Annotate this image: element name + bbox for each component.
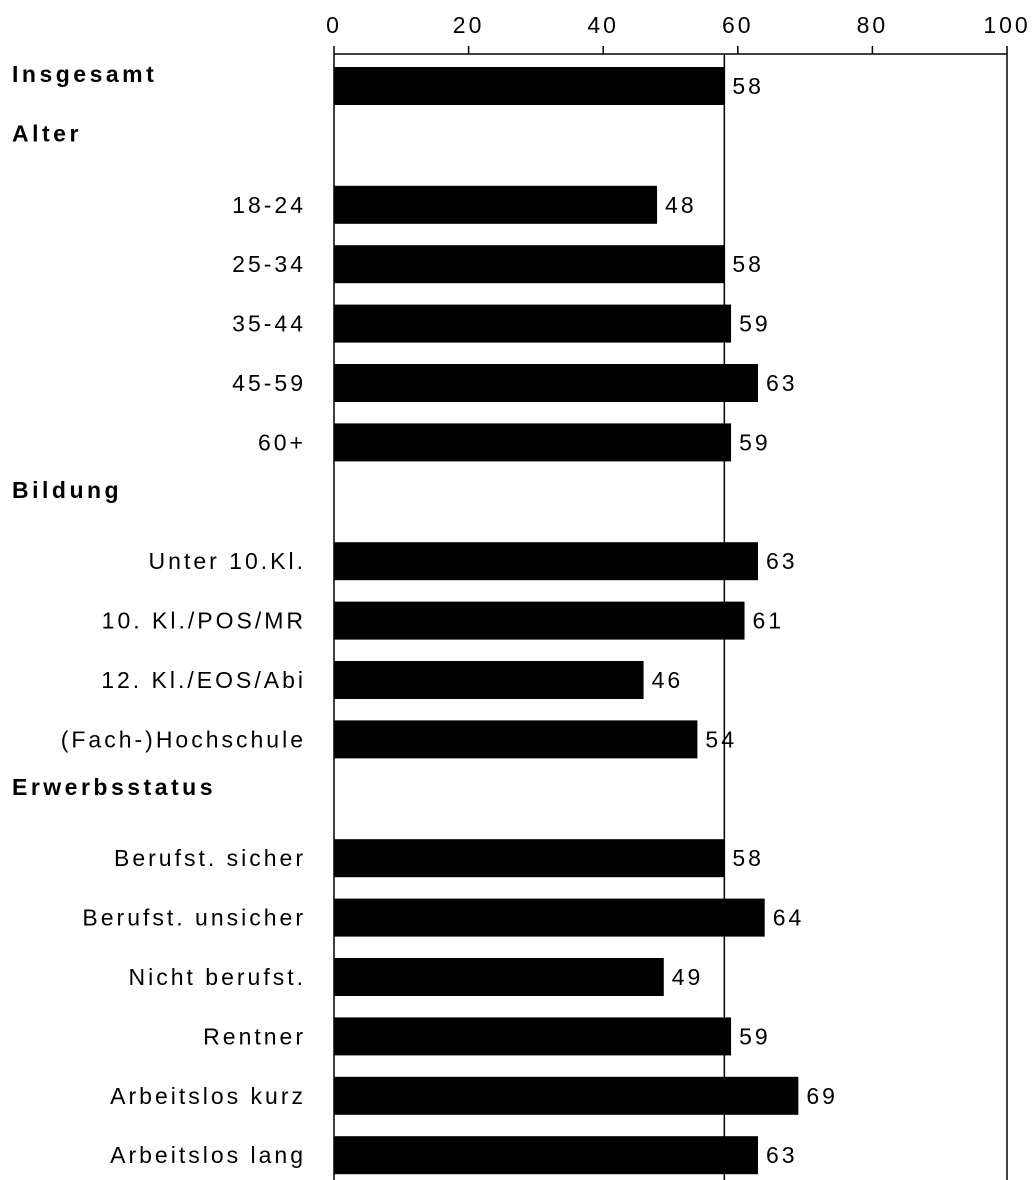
category-label: (Fach-)Hochschule bbox=[61, 726, 306, 752]
bar bbox=[334, 245, 725, 284]
category-label: 18-24 bbox=[232, 192, 306, 218]
value-label: 58 bbox=[732, 73, 764, 99]
x-tick-label: 40 bbox=[587, 12, 619, 38]
x-tick-label: 100 bbox=[983, 12, 1030, 38]
group-label: Bildung bbox=[12, 477, 122, 503]
category-label: Nicht berufst. bbox=[129, 964, 307, 990]
bar bbox=[334, 839, 725, 878]
value-label: 59 bbox=[739, 1023, 771, 1049]
value-label: 64 bbox=[773, 905, 805, 931]
value-label: 63 bbox=[766, 1142, 798, 1168]
group-label: Insgesamt bbox=[12, 61, 157, 87]
category-label: Unter 10.Kl. bbox=[149, 548, 306, 574]
value-label: 46 bbox=[652, 667, 684, 693]
value-label: 59 bbox=[739, 311, 771, 337]
x-tick-label: 80 bbox=[857, 12, 889, 38]
category-label: 12. Kl./EOS/Abi bbox=[101, 667, 306, 693]
bar bbox=[334, 185, 658, 224]
value-label: 63 bbox=[766, 548, 798, 574]
bar bbox=[334, 304, 732, 343]
category-label: Berufst. sicher bbox=[114, 845, 306, 871]
value-label: 63 bbox=[766, 370, 798, 396]
bar bbox=[334, 542, 758, 581]
category-label: 35-44 bbox=[232, 311, 306, 337]
bar bbox=[334, 898, 765, 937]
value-label: 61 bbox=[753, 608, 785, 634]
value-label: 58 bbox=[732, 251, 764, 277]
group-label: Erwerbsstatus bbox=[12, 774, 216, 800]
category-label: Arbeitslos lang bbox=[110, 1142, 306, 1168]
value-label: 69 bbox=[806, 1083, 838, 1109]
value-label: 54 bbox=[705, 726, 737, 752]
value-label: 48 bbox=[665, 192, 697, 218]
bar bbox=[334, 67, 725, 105]
category-label: 45-59 bbox=[232, 370, 306, 396]
bar bbox=[334, 601, 745, 640]
bar bbox=[334, 720, 698, 759]
category-label: 25-34 bbox=[232, 251, 306, 277]
bar bbox=[334, 1076, 799, 1115]
bar bbox=[334, 1017, 732, 1056]
group-label: Alter bbox=[12, 120, 82, 146]
x-tick-label: 60 bbox=[722, 12, 754, 38]
value-label: 49 bbox=[672, 964, 704, 990]
x-tick-label: 20 bbox=[453, 12, 485, 38]
category-label: Arbeitslos kurz bbox=[110, 1083, 306, 1109]
category-label: Berufst. unsicher bbox=[82, 905, 306, 931]
bar bbox=[334, 364, 758, 402]
x-tick-label: 0 bbox=[326, 12, 342, 38]
value-label: 59 bbox=[739, 429, 771, 455]
category-label: 60+ bbox=[258, 429, 306, 455]
bar bbox=[334, 661, 644, 699]
value-label: 58 bbox=[732, 845, 764, 871]
category-label: Rentner bbox=[203, 1023, 306, 1049]
bar bbox=[334, 423, 732, 462]
bar bbox=[334, 1136, 758, 1175]
bar bbox=[334, 958, 664, 996]
category-label: 10. Kl./POS/MR bbox=[102, 608, 306, 634]
